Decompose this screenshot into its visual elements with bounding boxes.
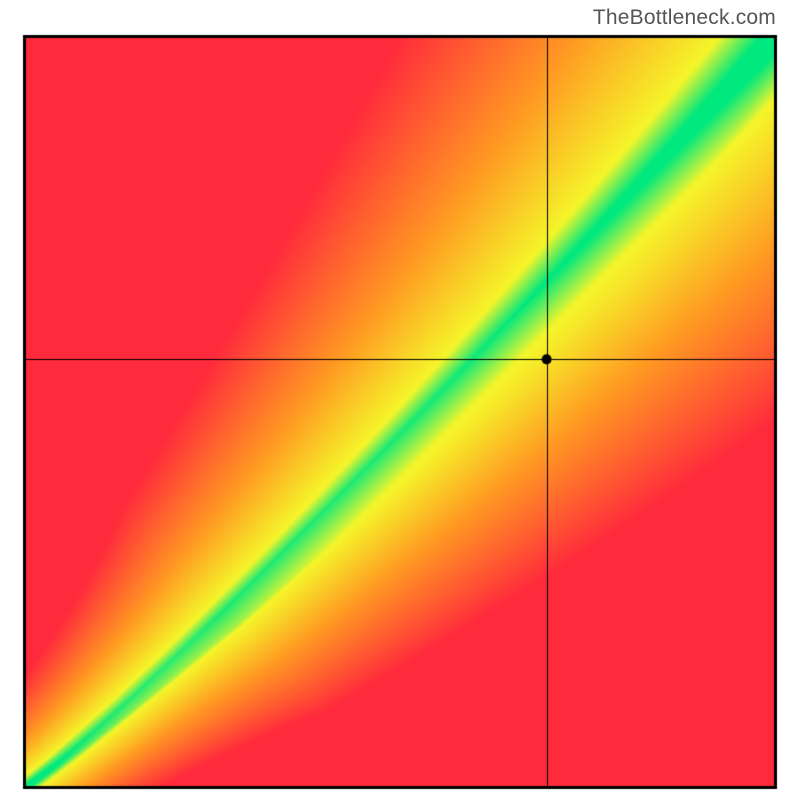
watermark-text: TheBottleneck.com <box>593 6 776 30</box>
chart-container: TheBottleneck.com <box>0 0 800 800</box>
bottleneck-heatmap <box>0 0 800 800</box>
